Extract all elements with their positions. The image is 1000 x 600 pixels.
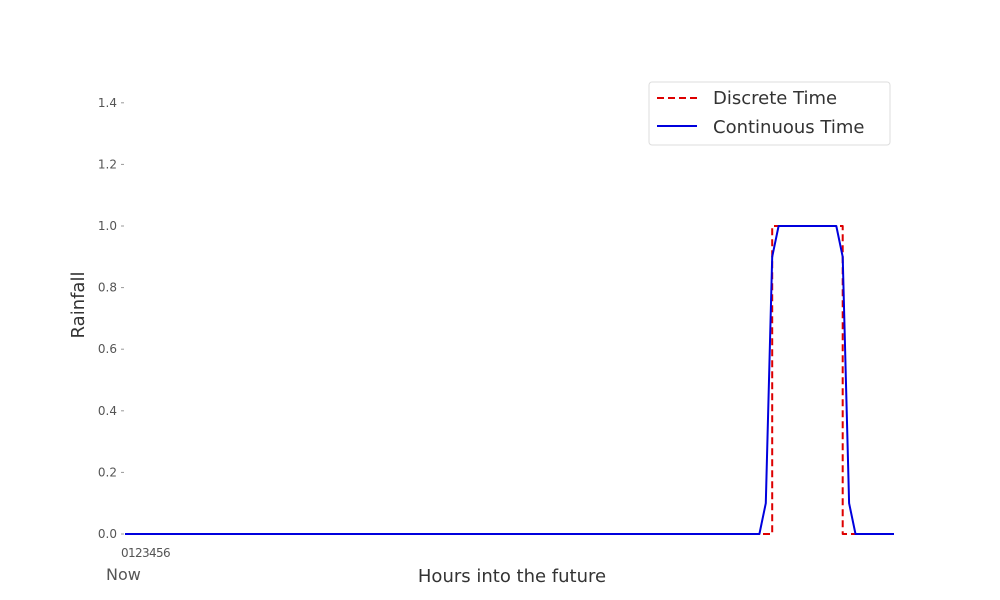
series-line-discrete-time: [125, 225, 894, 535]
y-axis: 0.0 0.2 0.4 0.6 0.8 1.0 1.2 1.4: [98, 96, 124, 541]
x-tick-label-6: 6: [163, 546, 171, 560]
y-tick-label-3: 0.6: [98, 342, 117, 356]
y-tick-label-1: 0.2: [98, 465, 117, 479]
x-tick-label-1: 1: [128, 546, 136, 560]
y-tick-label-6: 1.2: [98, 157, 117, 171]
y-tick-label-2: 0.4: [98, 404, 117, 418]
y-tick-label-4: 0.8: [98, 281, 117, 295]
series-layer: [125, 225, 894, 535]
x-tick-label-2: 2: [135, 546, 143, 560]
x-axis: 0 1 2 3 4 5 6 Now: [106, 546, 171, 584]
y-tick-label-0: 0.0: [98, 527, 117, 541]
x-tick-label-5: 5: [156, 546, 164, 560]
y-axis-label: Rainfall: [68, 272, 89, 339]
legend-label-continuous: Continuous Time: [713, 117, 864, 138]
x-tick-label-0: 0: [121, 546, 129, 560]
y-tick-label-5: 1.0: [98, 219, 117, 233]
y-tick-label-7: 1.4: [98, 96, 117, 110]
x-tick-label-4: 4: [149, 546, 157, 560]
legend-box: [648, 81, 891, 146]
x-tick-label-now: Now: [106, 565, 141, 584]
x-tick-label-3: 3: [142, 546, 150, 560]
legend-label-discrete: Discrete Time: [713, 88, 837, 109]
x-axis-label: Hours into the future: [418, 566, 606, 587]
series-line-continuous-time: [125, 225, 894, 535]
legend: Discrete Time Continuous Time: [648, 81, 891, 146]
